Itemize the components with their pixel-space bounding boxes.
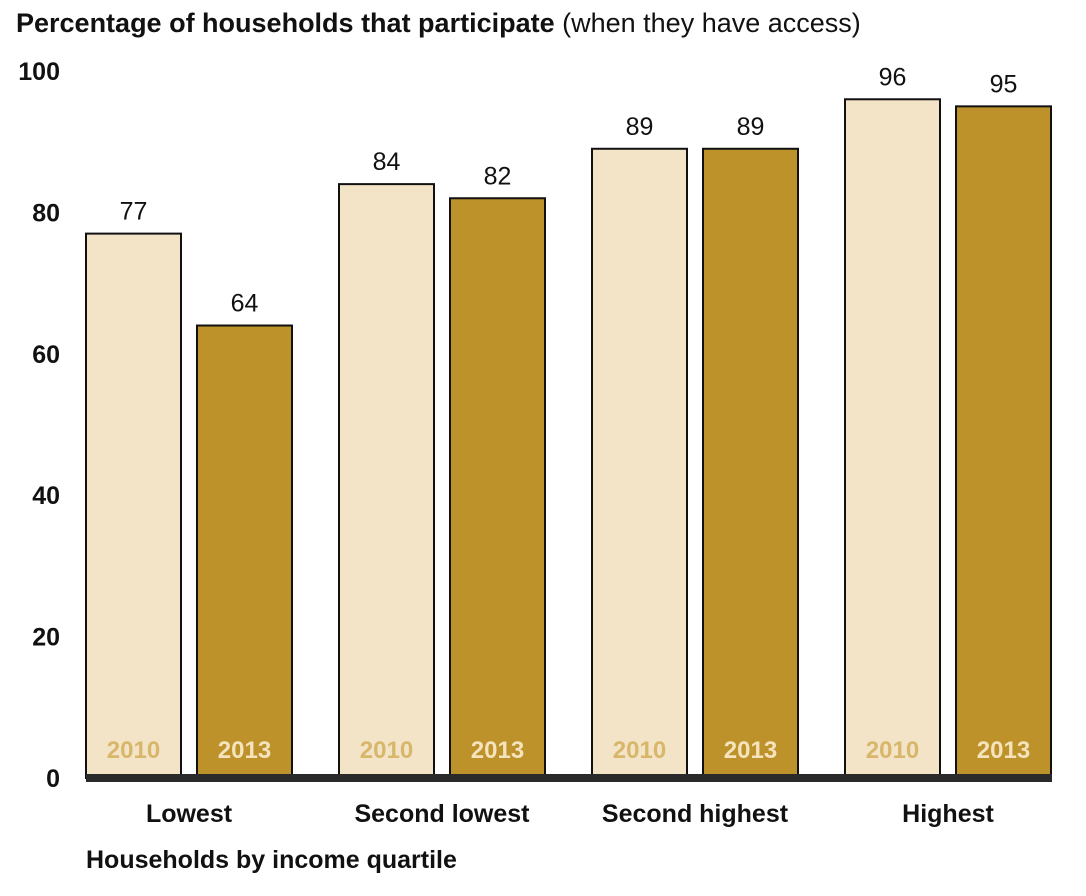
series-label: 2013 <box>218 737 271 764</box>
series-label: 2013 <box>471 737 524 764</box>
data-label: 96 <box>879 63 907 91</box>
data-label: 77 <box>120 198 148 226</box>
bar-2010 <box>85 232 182 780</box>
bar-2010 <box>338 183 435 779</box>
series-label: 2013 <box>724 737 777 764</box>
data-label: 84 <box>373 148 401 176</box>
x-axis-baseline <box>86 774 1052 782</box>
y-tick-label: 100 <box>18 58 60 86</box>
bar-2010 <box>844 98 941 779</box>
data-label: 89 <box>737 113 765 141</box>
series-label: 2010 <box>866 737 919 764</box>
series-label: 2010 <box>360 737 413 764</box>
category-label: Lowest <box>146 800 233 828</box>
category-label: Highest <box>902 800 994 828</box>
bar-2010 <box>591 147 688 779</box>
bar-2013 <box>702 147 799 779</box>
series-label: 2010 <box>613 737 666 764</box>
y-tick-label: 40 <box>32 482 60 510</box>
category-label: Second highest <box>602 800 789 828</box>
y-tick-label: 0 <box>46 765 60 793</box>
y-tick-label: 60 <box>32 341 60 369</box>
data-label: 64 <box>231 290 259 318</box>
bar-2013 <box>955 105 1052 780</box>
data-label: 89 <box>626 113 654 141</box>
y-tick-label: 20 <box>32 624 60 652</box>
data-label: 95 <box>990 70 1018 98</box>
x-axis-title: Households by income quartile <box>86 846 457 874</box>
series-label: 2010 <box>107 737 160 764</box>
title-main: Percentage of households that participat… <box>16 8 555 38</box>
y-tick-label: 80 <box>32 199 60 227</box>
series-label: 2013 <box>977 737 1030 764</box>
chart-title: Percentage of households that participat… <box>16 8 861 39</box>
bar-2013 <box>449 197 546 779</box>
title-qualifier: (when they have access) <box>562 8 861 38</box>
bar-2013 <box>196 324 293 779</box>
data-label: 82 <box>484 162 512 190</box>
category-label: Second lowest <box>354 800 530 828</box>
